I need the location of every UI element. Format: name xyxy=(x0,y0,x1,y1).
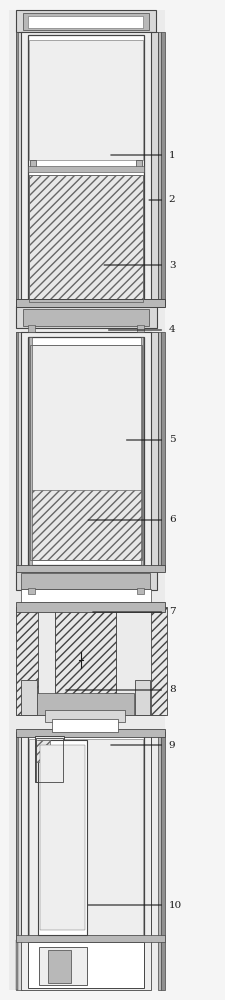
Bar xyxy=(28,942,144,988)
Bar xyxy=(16,602,165,612)
Bar xyxy=(158,940,161,990)
Text: 6: 6 xyxy=(169,516,175,524)
Bar xyxy=(55,607,116,715)
Bar xyxy=(29,739,143,935)
Bar xyxy=(16,32,18,305)
Bar xyxy=(141,337,143,565)
Bar xyxy=(16,940,22,990)
Bar xyxy=(45,710,125,722)
Text: 4: 4 xyxy=(169,326,175,334)
Bar xyxy=(161,732,165,940)
Bar xyxy=(21,732,151,940)
Bar xyxy=(161,332,165,570)
Bar xyxy=(16,570,157,590)
Bar xyxy=(158,332,161,570)
Bar xyxy=(29,175,143,302)
Bar xyxy=(16,935,165,942)
Bar xyxy=(52,719,118,732)
Bar xyxy=(137,588,144,594)
Bar xyxy=(161,32,165,305)
Bar xyxy=(161,607,165,715)
Text: 10: 10 xyxy=(169,900,182,910)
Bar xyxy=(16,607,165,715)
Bar xyxy=(48,950,71,983)
Text: 8: 8 xyxy=(169,686,175,694)
Text: 2: 2 xyxy=(169,196,175,205)
Bar xyxy=(158,32,161,305)
Bar xyxy=(36,738,63,782)
Bar xyxy=(28,325,35,332)
Bar xyxy=(21,332,151,570)
Text: 7: 7 xyxy=(169,607,175,616)
Bar xyxy=(28,166,144,172)
Bar xyxy=(16,306,157,328)
Bar xyxy=(30,490,142,560)
Bar xyxy=(137,325,144,332)
Text: 5: 5 xyxy=(169,436,175,444)
Bar xyxy=(35,736,64,782)
Bar xyxy=(37,693,134,715)
Bar xyxy=(135,680,150,715)
Bar xyxy=(40,745,85,930)
Bar xyxy=(28,35,144,305)
Bar xyxy=(16,299,165,307)
Bar xyxy=(16,332,22,570)
Bar xyxy=(39,947,87,985)
Bar xyxy=(21,589,151,607)
Bar xyxy=(16,732,18,940)
Bar xyxy=(16,332,18,570)
Bar xyxy=(28,588,35,594)
Bar xyxy=(55,607,116,715)
Bar xyxy=(151,332,157,570)
Bar xyxy=(30,345,142,560)
Bar xyxy=(30,345,142,560)
Bar xyxy=(151,607,166,715)
Bar xyxy=(151,32,157,305)
Bar xyxy=(16,940,18,990)
Bar xyxy=(16,10,156,32)
Bar xyxy=(28,16,143,28)
Bar xyxy=(36,740,50,762)
Bar xyxy=(28,337,144,565)
Text: 3: 3 xyxy=(169,260,175,269)
Bar xyxy=(22,309,148,326)
Bar xyxy=(16,32,22,305)
Bar xyxy=(29,175,143,302)
Text: 9: 9 xyxy=(169,740,175,750)
Bar xyxy=(158,607,161,715)
Bar xyxy=(9,10,165,990)
Bar xyxy=(21,680,37,715)
Bar xyxy=(29,337,32,565)
Bar xyxy=(136,160,142,170)
Bar xyxy=(21,32,151,305)
Bar xyxy=(21,573,150,589)
Bar xyxy=(16,729,165,737)
Bar xyxy=(28,734,144,938)
Bar xyxy=(16,732,22,940)
Bar xyxy=(16,607,38,715)
Bar xyxy=(16,565,165,572)
Text: 1: 1 xyxy=(169,150,175,159)
Bar xyxy=(29,40,143,160)
Bar xyxy=(22,13,148,30)
Bar xyxy=(161,940,165,990)
Bar xyxy=(21,940,151,990)
Bar xyxy=(158,732,161,940)
Bar xyxy=(38,740,87,935)
Bar xyxy=(30,160,36,170)
